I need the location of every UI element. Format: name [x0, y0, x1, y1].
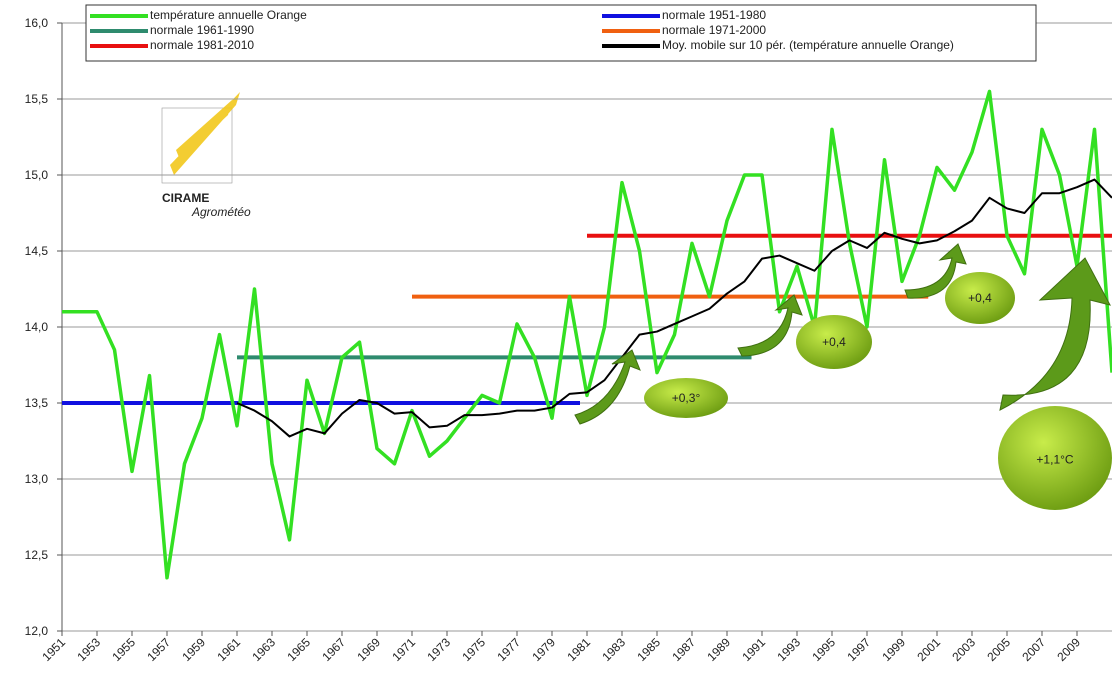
- y-tick-label: 14,0: [25, 320, 49, 334]
- y-tick-label: 13,0: [25, 472, 49, 486]
- logo-name: CIRAME: [162, 191, 209, 205]
- x-tick-label: 1995: [809, 635, 838, 664]
- x-tick-label: 1977: [494, 635, 523, 664]
- x-tick-label: 1971: [389, 635, 418, 664]
- legend-label: température annuelle Orange: [150, 8, 307, 22]
- series-line: [236, 178, 1112, 438]
- legend-label: normale 1951-1980: [662, 8, 766, 22]
- y-tick-label: 12,5: [25, 548, 49, 562]
- annotation-bubble: [644, 378, 728, 418]
- x-tick-label: 1951: [39, 635, 68, 664]
- x-tick-label: 1997: [844, 635, 873, 664]
- trend-arrow: [737, 294, 803, 357]
- x-tick-label: 2001: [914, 635, 943, 664]
- annotation: +1,1°C: [1036, 452, 1073, 466]
- y-tick-label: 15,0: [25, 168, 49, 182]
- legend-label: normale 1971-2000: [662, 23, 766, 37]
- annotation-bubble: [796, 315, 872, 369]
- logo-subtitle: Agrométéo: [191, 205, 251, 219]
- x-tick-label: 2003: [949, 635, 978, 664]
- annotation-bubble: [998, 406, 1112, 510]
- x-tick-label: 1955: [109, 635, 138, 664]
- y-tick-label: 15,5: [25, 92, 49, 106]
- x-tick-label: 1983: [599, 635, 628, 664]
- x-tick-label: 1953: [74, 635, 103, 664]
- annotation: +0,3°: [672, 391, 701, 405]
- y-tick-label: 16,0: [25, 16, 49, 30]
- x-tick-label: 1991: [739, 635, 768, 664]
- x-tick-label: 1987: [669, 635, 698, 664]
- x-tick-label: 2005: [984, 635, 1013, 664]
- y-tick-label: 12,0: [25, 624, 49, 638]
- y-tick-label: 14,5: [25, 244, 49, 258]
- annotation: +0,4: [968, 291, 992, 305]
- trend-arrow: [999, 257, 1111, 411]
- x-tick-label: 1969: [354, 635, 383, 664]
- legend: température annuelle Orange normale 1951-…: [85, 4, 1037, 62]
- legend-box: [85, 4, 1037, 62]
- x-tick-label: 2009: [1054, 635, 1083, 664]
- logo: CIRAME Agrométéo: [161, 92, 251, 219]
- series-line: [62, 89, 1112, 580]
- x-tick-label: 1979: [529, 635, 558, 664]
- y-tick-label: 13,5: [25, 396, 49, 410]
- trend-arrow: [904, 243, 967, 299]
- trend-arrow: [574, 349, 641, 425]
- annotation-bubble: [945, 272, 1015, 324]
- x-tick-label: 1989: [704, 635, 733, 664]
- legend-label: Moy. mobile sur 10 pér. (température ann…: [662, 38, 954, 52]
- x-tick-label: 2007: [1019, 635, 1048, 664]
- x-tick-label: 1959: [179, 635, 208, 664]
- x-tick-label: 1985: [634, 635, 663, 664]
- x-tick-label: 1957: [144, 635, 173, 664]
- x-tick-label: 1981: [564, 635, 593, 664]
- x-tick-label: 1975: [459, 635, 488, 664]
- legend-label: normale 1961-1990: [150, 23, 254, 37]
- legend-label: normale 1981-2010: [150, 38, 254, 52]
- x-tick-label: 1963: [249, 635, 278, 664]
- x-tick-label: 1993: [774, 635, 803, 664]
- x-tick-label: 1967: [319, 635, 348, 664]
- x-tick-label: 1961: [214, 635, 243, 664]
- annotation: +0,4: [822, 335, 846, 349]
- x-tick-label: 1999: [879, 635, 908, 664]
- x-tick-label: 1965: [284, 635, 313, 664]
- x-tick-label: 1973: [424, 635, 453, 664]
